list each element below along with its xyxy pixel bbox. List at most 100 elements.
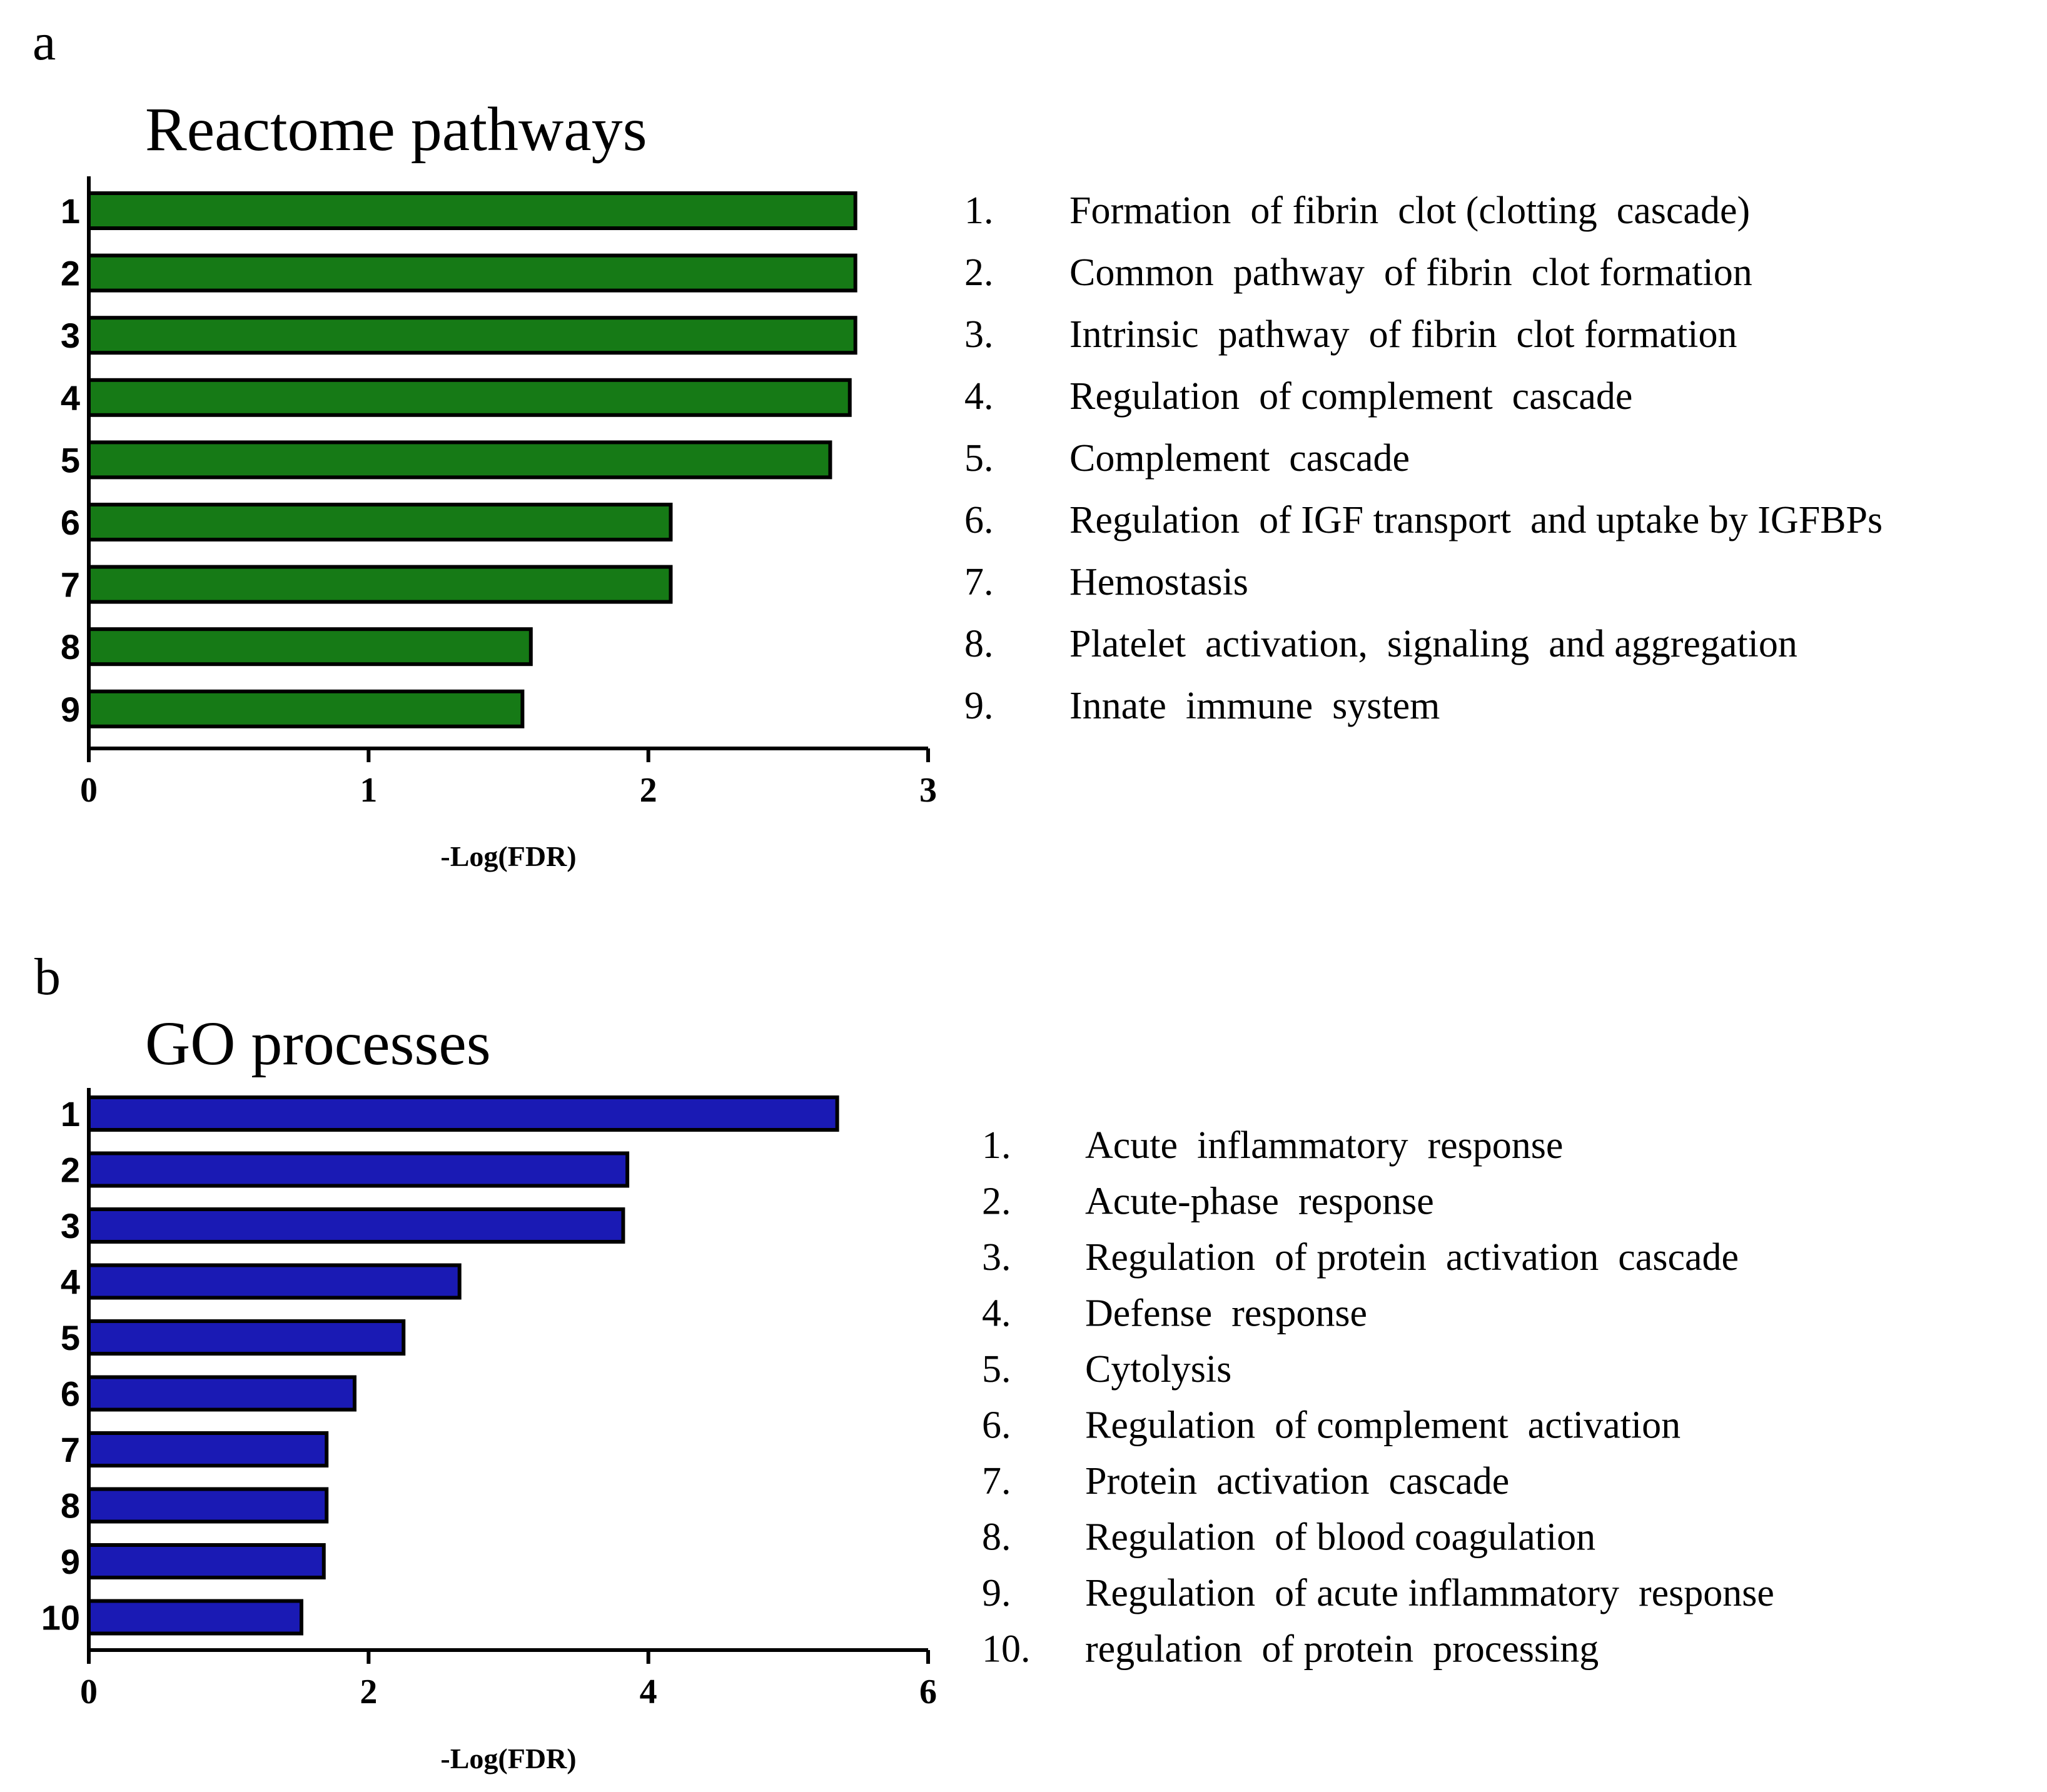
legend-label: Intrinsic pathway of fibrin clot formati… bbox=[1069, 313, 1737, 356]
legend-number: 6. bbox=[964, 499, 994, 541]
bar-1 bbox=[87, 191, 857, 230]
category-label: 6 bbox=[61, 503, 80, 542]
x-tick-label: 0 bbox=[80, 1673, 98, 1711]
bar-1 bbox=[87, 1095, 839, 1132]
legend-number: 8. bbox=[964, 623, 994, 665]
category-label: 10 bbox=[41, 1598, 80, 1638]
panel-b-letter: b bbox=[34, 948, 61, 1006]
category-label: 2 bbox=[61, 254, 80, 293]
legend-label: Regulation of IGF transport and uptake b… bbox=[1069, 499, 1883, 541]
legend-label: Regulation of complement activation bbox=[1085, 1404, 1681, 1447]
legend-number: 1. bbox=[964, 189, 994, 232]
legend-number: 2. bbox=[982, 1180, 1011, 1223]
chart-b-x-axis-title: -Log(FDR) bbox=[440, 1743, 576, 1774]
chart-a-category-labels: 1 2 3 4 5 6 7 8 9 bbox=[61, 191, 80, 729]
category-label: 7 bbox=[61, 1430, 80, 1469]
category-label: 9 bbox=[61, 690, 80, 729]
category-label: 7 bbox=[61, 565, 80, 605]
bar-9 bbox=[87, 1543, 326, 1579]
bar-4 bbox=[87, 378, 852, 417]
bar-8 bbox=[87, 1487, 329, 1524]
category-label: 5 bbox=[61, 1318, 80, 1357]
category-label: 3 bbox=[61, 1206, 80, 1246]
legend-label: Regulation of protein activation cascade bbox=[1085, 1236, 1739, 1279]
panel-a: a Reactome pathways 0 1 2 3 1 2 3 4 5 6 7 8 9 -Log(… bbox=[33, 13, 1883, 872]
chart-b-title: GO processes bbox=[145, 1009, 491, 1078]
chart-a-ticks: 0 1 2 3 bbox=[80, 748, 937, 810]
category-label: 3 bbox=[61, 316, 80, 355]
x-tick-label: 2 bbox=[640, 771, 657, 810]
legend-number: 4. bbox=[982, 1292, 1011, 1335]
legend-label: Regulation of acute inflammatory respons… bbox=[1085, 1572, 1774, 1614]
legend-label: Hemostasis bbox=[1069, 561, 1248, 603]
chart-b-ticks: 0 2 4 6 bbox=[80, 1650, 937, 1711]
category-label: 2 bbox=[61, 1150, 80, 1190]
bar-8 bbox=[87, 627, 533, 667]
legend-label: Common pathway of fibrin clot formation bbox=[1069, 251, 1752, 294]
legend-a: 1. Formation of fibrin clot (clotting cas… bbox=[964, 189, 1883, 727]
chart-b-bars bbox=[87, 1095, 839, 1636]
bar-9 bbox=[87, 689, 525, 728]
legend-number: 7. bbox=[964, 561, 994, 603]
bar-5 bbox=[87, 440, 832, 480]
legend-number: 9. bbox=[982, 1572, 1011, 1614]
legend-number: 8. bbox=[982, 1516, 1011, 1559]
bar-7 bbox=[87, 565, 673, 604]
legend-number: 3. bbox=[982, 1236, 1011, 1279]
category-label: 1 bbox=[61, 191, 80, 231]
legend-label: Defense response bbox=[1085, 1292, 1367, 1335]
bar-2 bbox=[87, 253, 857, 293]
legend-number: 9. bbox=[964, 685, 994, 727]
category-label: 5 bbox=[61, 440, 80, 480]
bar-3 bbox=[87, 316, 857, 355]
legend-label: Protein activation cascade bbox=[1085, 1460, 1509, 1503]
legend-number: 4. bbox=[964, 375, 994, 418]
legend-label: regulation of protein processing bbox=[1085, 1628, 1599, 1671]
legend-b: 1. Acute inflammatory response 2. Acute-pha… bbox=[982, 1124, 1774, 1671]
legend-number: 3. bbox=[964, 313, 994, 356]
bar-10 bbox=[87, 1599, 303, 1636]
legend-number: 5. bbox=[964, 437, 994, 480]
category-label: 8 bbox=[61, 1486, 80, 1526]
bar-4 bbox=[87, 1263, 462, 1300]
category-label: 4 bbox=[61, 1262, 80, 1302]
legend-label: Complement cascade bbox=[1069, 437, 1410, 480]
category-label: 8 bbox=[61, 627, 80, 667]
legend-label: Acute inflammatory response bbox=[1085, 1124, 1563, 1167]
legend-label: Regulation of complement cascade bbox=[1069, 375, 1632, 418]
category-label: 9 bbox=[61, 1542, 80, 1581]
x-tick-label: 2 bbox=[360, 1673, 377, 1711]
category-label: 6 bbox=[61, 1374, 80, 1414]
bar-6 bbox=[87, 503, 673, 541]
bar-3 bbox=[87, 1207, 625, 1244]
category-label: 4 bbox=[61, 378, 80, 418]
legend-number: 1. bbox=[982, 1124, 1011, 1167]
x-tick-label: 6 bbox=[919, 1673, 937, 1711]
legend-label: Regulation of blood coagulation bbox=[1085, 1516, 1595, 1559]
x-tick-label: 3 bbox=[919, 771, 937, 810]
chart-a-x-axis-title: -Log(FDR) bbox=[440, 840, 576, 872]
chart-a-bars bbox=[87, 191, 857, 728]
bar-6 bbox=[87, 1375, 356, 1412]
x-tick-label: 1 bbox=[360, 771, 377, 810]
legend-number: 5. bbox=[982, 1348, 1011, 1391]
legend-label: Acute-phase response bbox=[1085, 1180, 1434, 1223]
legend-number: 7. bbox=[982, 1460, 1011, 1503]
bar-2 bbox=[87, 1151, 630, 1188]
bar-5 bbox=[87, 1319, 406, 1356]
chart-b-category-labels: 1 2 3 4 5 6 7 8 9 10 bbox=[41, 1094, 80, 1638]
bar-7 bbox=[87, 1431, 329, 1467]
panel-b: b GO processes 0 2 4 6 1 2 3 4 5 6 7 8 9 10 -Log(FDR… bbox=[34, 948, 1774, 1774]
legend-label: Formation of fibrin clot (clotting casca… bbox=[1069, 189, 1750, 232]
x-tick-label: 0 bbox=[80, 771, 98, 810]
legend-label: Innate immune system bbox=[1069, 685, 1440, 727]
legend-number: 2. bbox=[964, 251, 994, 294]
chart-a-title: Reactome pathways bbox=[145, 94, 647, 164]
legend-label: Cytolysis bbox=[1085, 1348, 1231, 1391]
panel-a-letter: a bbox=[33, 13, 56, 71]
legend-number: 6. bbox=[982, 1404, 1011, 1447]
category-label: 1 bbox=[61, 1094, 80, 1134]
legend-number: 10. bbox=[982, 1628, 1031, 1671]
x-tick-label: 4 bbox=[640, 1673, 657, 1711]
